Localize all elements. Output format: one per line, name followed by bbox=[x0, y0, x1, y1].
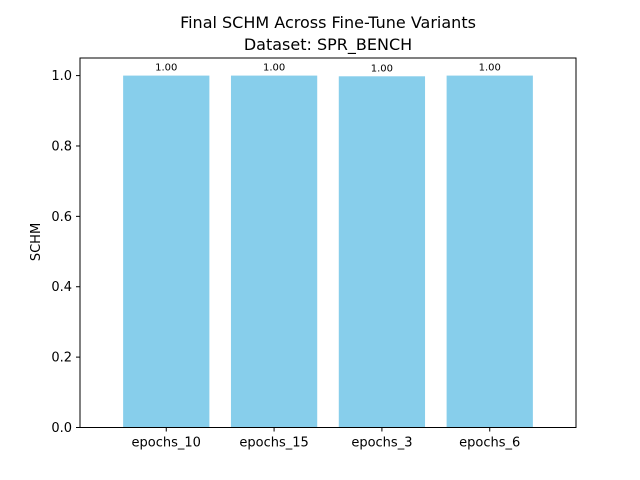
y-tick-label: 0.4 bbox=[51, 280, 72, 295]
x-tick-label-epochs_10: epochs_10 bbox=[132, 436, 201, 451]
y-tick-label: 0.8 bbox=[51, 139, 72, 154]
bar-epochs_6 bbox=[446, 75, 533, 428]
value-label-epochs_6: 1.00 bbox=[479, 63, 501, 74]
x-tick-label-epochs_3: epochs_3 bbox=[351, 436, 412, 451]
bar-epochs_10 bbox=[123, 75, 210, 428]
y-tick-label: 0.2 bbox=[51, 351, 72, 366]
value-labels-group: 1.00 1.00 1.00 1.00 bbox=[155, 63, 501, 75]
bar-epochs_15 bbox=[230, 75, 318, 428]
y-axis-ticks: 0.0 0.2 0.4 0.6 0.8 1.0 bbox=[51, 69, 80, 436]
y-tick-label: 0.0 bbox=[51, 421, 72, 436]
y-tick-label: 0.6 bbox=[51, 210, 72, 225]
x-tick-label-epochs_6: epochs_6 bbox=[459, 436, 520, 451]
chart-subtitle: Dataset: SPR_BENCH bbox=[244, 35, 412, 55]
bars-group bbox=[123, 75, 533, 428]
x-tick-label-epochs_15: epochs_15 bbox=[239, 436, 308, 451]
value-label-epochs_15: 1.00 bbox=[263, 63, 285, 74]
value-label-epochs_3: 1.00 bbox=[371, 63, 393, 74]
y-tick-label: 1.0 bbox=[51, 69, 72, 84]
value-label-epochs_10: 1.00 bbox=[155, 63, 177, 74]
y-axis-label: SCHM bbox=[29, 223, 44, 261]
x-axis-ticks: epochs_10 epochs_15 epochs_3 epochs_6 bbox=[132, 427, 520, 451]
bar-epochs_3 bbox=[338, 76, 426, 428]
chart-title: Final SCHM Across Fine-Tune Variants bbox=[180, 13, 476, 32]
plot-frame bbox=[79, 57, 577, 428]
